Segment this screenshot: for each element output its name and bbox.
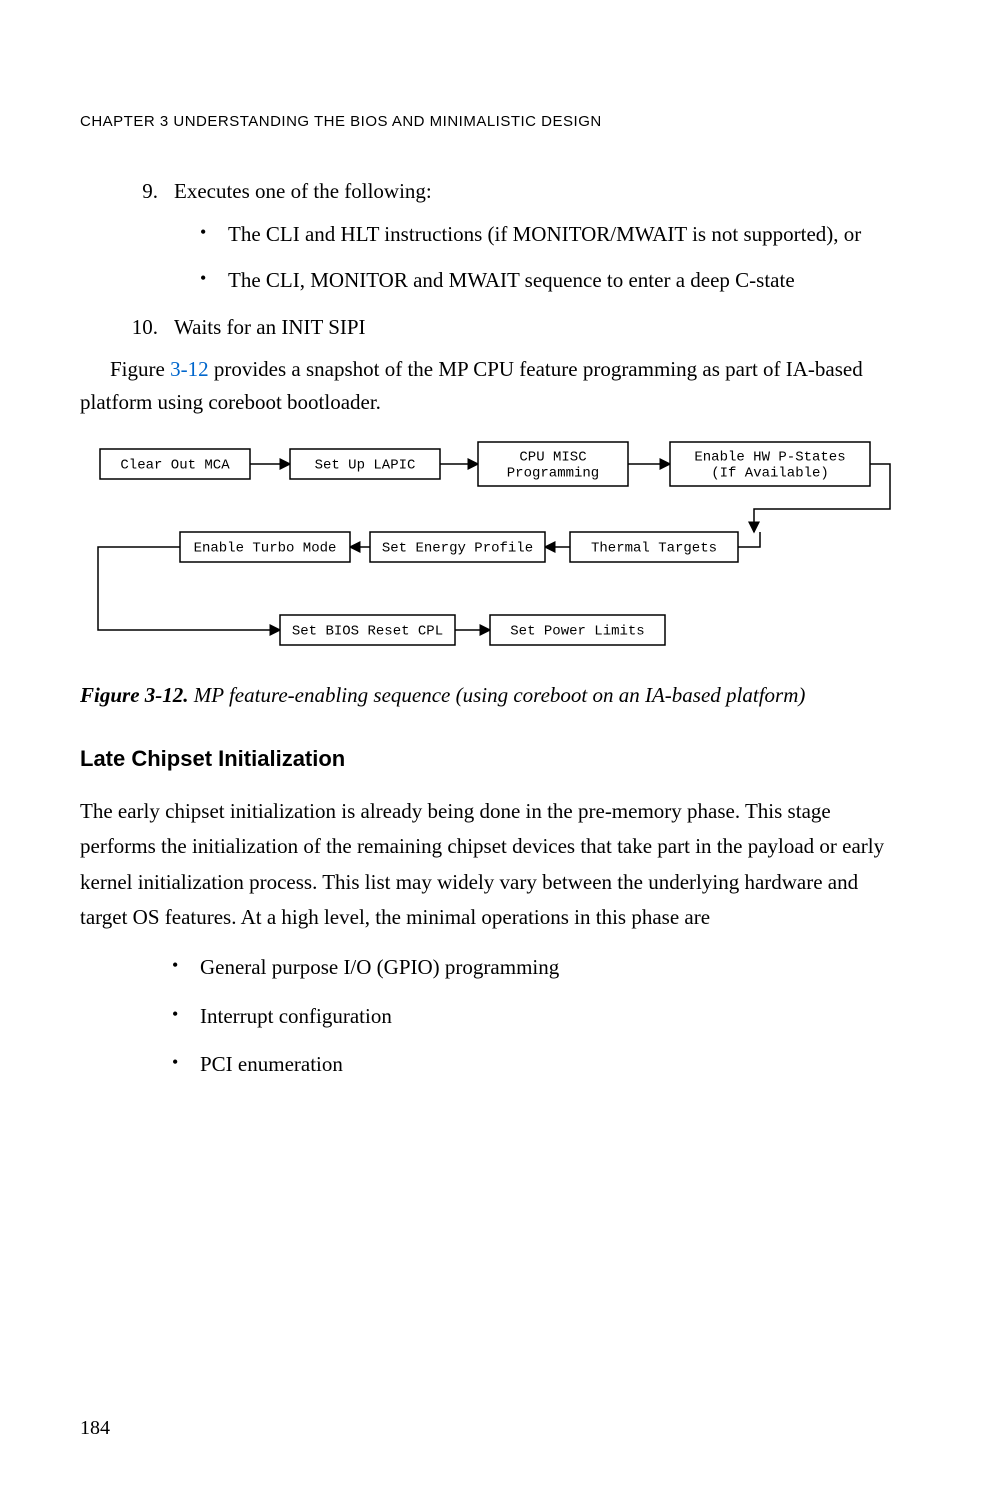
sublist-item: • The CLI, MONITOR and MWAIT sequence to…: [200, 264, 909, 297]
bullet-icon: •: [200, 218, 228, 251]
chapter-title: UNDERSTANDING THE BIOS AND MINIMALISTIC …: [173, 113, 601, 130]
section-paragraph: The early chipset initialization is alre…: [80, 794, 909, 935]
svg-text:Programming: Programming: [507, 465, 599, 481]
svg-text:Enable Turbo Mode: Enable Turbo Mode: [194, 540, 337, 556]
figure-caption: Figure 3-12. MP feature-enabling sequenc…: [80, 681, 909, 710]
list-text: Executes one of the following:: [174, 175, 909, 208]
list-number: 10.: [128, 311, 174, 344]
page-number: 184: [80, 1413, 110, 1444]
list-item-10: 10. Waits for an INIT SIPI: [128, 311, 909, 344]
chapter-number: CHAPTER 3: [80, 113, 169, 130]
svg-text:Clear Out MCA: Clear Out MCA: [120, 457, 230, 473]
body-paragraph: Figure 3-12 provides a snapshot of the M…: [80, 353, 909, 418]
bullet-text: PCI enumeration: [200, 1048, 909, 1081]
svg-text:Set Up LAPIC: Set Up LAPIC: [315, 457, 416, 473]
list-number: 9.: [128, 175, 174, 208]
sublist: • The CLI and HLT instructions (if MONIT…: [200, 218, 909, 297]
list-item-9: 9. Executes one of the following:: [128, 175, 909, 208]
bullet-icon: •: [172, 1000, 200, 1033]
figure-number: Figure 3-12.: [80, 683, 189, 707]
list-item: • General purpose I/O (GPIO) programming: [172, 951, 909, 984]
bullet-icon: •: [172, 1048, 200, 1081]
chapter-header: CHAPTER 3 UNDERSTANDING THE BIOS AND MIN…: [80, 110, 909, 133]
figure-title: MP feature-enabling sequence (using core…: [189, 683, 806, 707]
list-item: • Interrupt configuration: [172, 1000, 909, 1033]
sublist-text: The CLI, MONITOR and MWAIT sequence to e…: [228, 264, 909, 297]
svg-text:(If Available): (If Available): [711, 465, 829, 481]
section-heading: Late Chipset Initialization: [80, 742, 909, 776]
svg-text:Set Power Limits: Set Power Limits: [510, 623, 644, 639]
list-item: • PCI enumeration: [172, 1048, 909, 1081]
sublist-item: • The CLI and HLT instructions (if MONIT…: [200, 218, 909, 251]
bullet-text: General purpose I/O (GPIO) programming: [200, 951, 909, 984]
flowchart-diagram: Clear Out MCA Set Up LAPIC CPU MISCProgram…: [80, 437, 910, 667]
svg-text:CPU MISC: CPU MISC: [519, 449, 586, 465]
figure-reference-link[interactable]: 3-12: [170, 357, 209, 381]
figure-3-12: Clear Out MCA Set Up LAPIC CPU MISCProgram…: [80, 437, 909, 710]
svg-text:Set Energy Profile: Set Energy Profile: [382, 540, 533, 556]
bullet-icon: •: [200, 264, 228, 297]
svg-text:Enable HW P-States: Enable HW P-States: [694, 449, 845, 465]
sublist-text: The CLI and HLT instructions (if MONITOR…: [228, 218, 909, 251]
bullet-text: Interrupt configuration: [200, 1000, 909, 1033]
svg-text:Thermal Targets: Thermal Targets: [591, 540, 717, 556]
svg-text:Set BIOS Reset CPL: Set BIOS Reset CPL: [292, 623, 443, 639]
bullet-icon: •: [172, 951, 200, 984]
section-bullet-list: • General purpose I/O (GPIO) programming…: [172, 951, 909, 1081]
list-text: Waits for an INIT SIPI: [174, 311, 909, 344]
